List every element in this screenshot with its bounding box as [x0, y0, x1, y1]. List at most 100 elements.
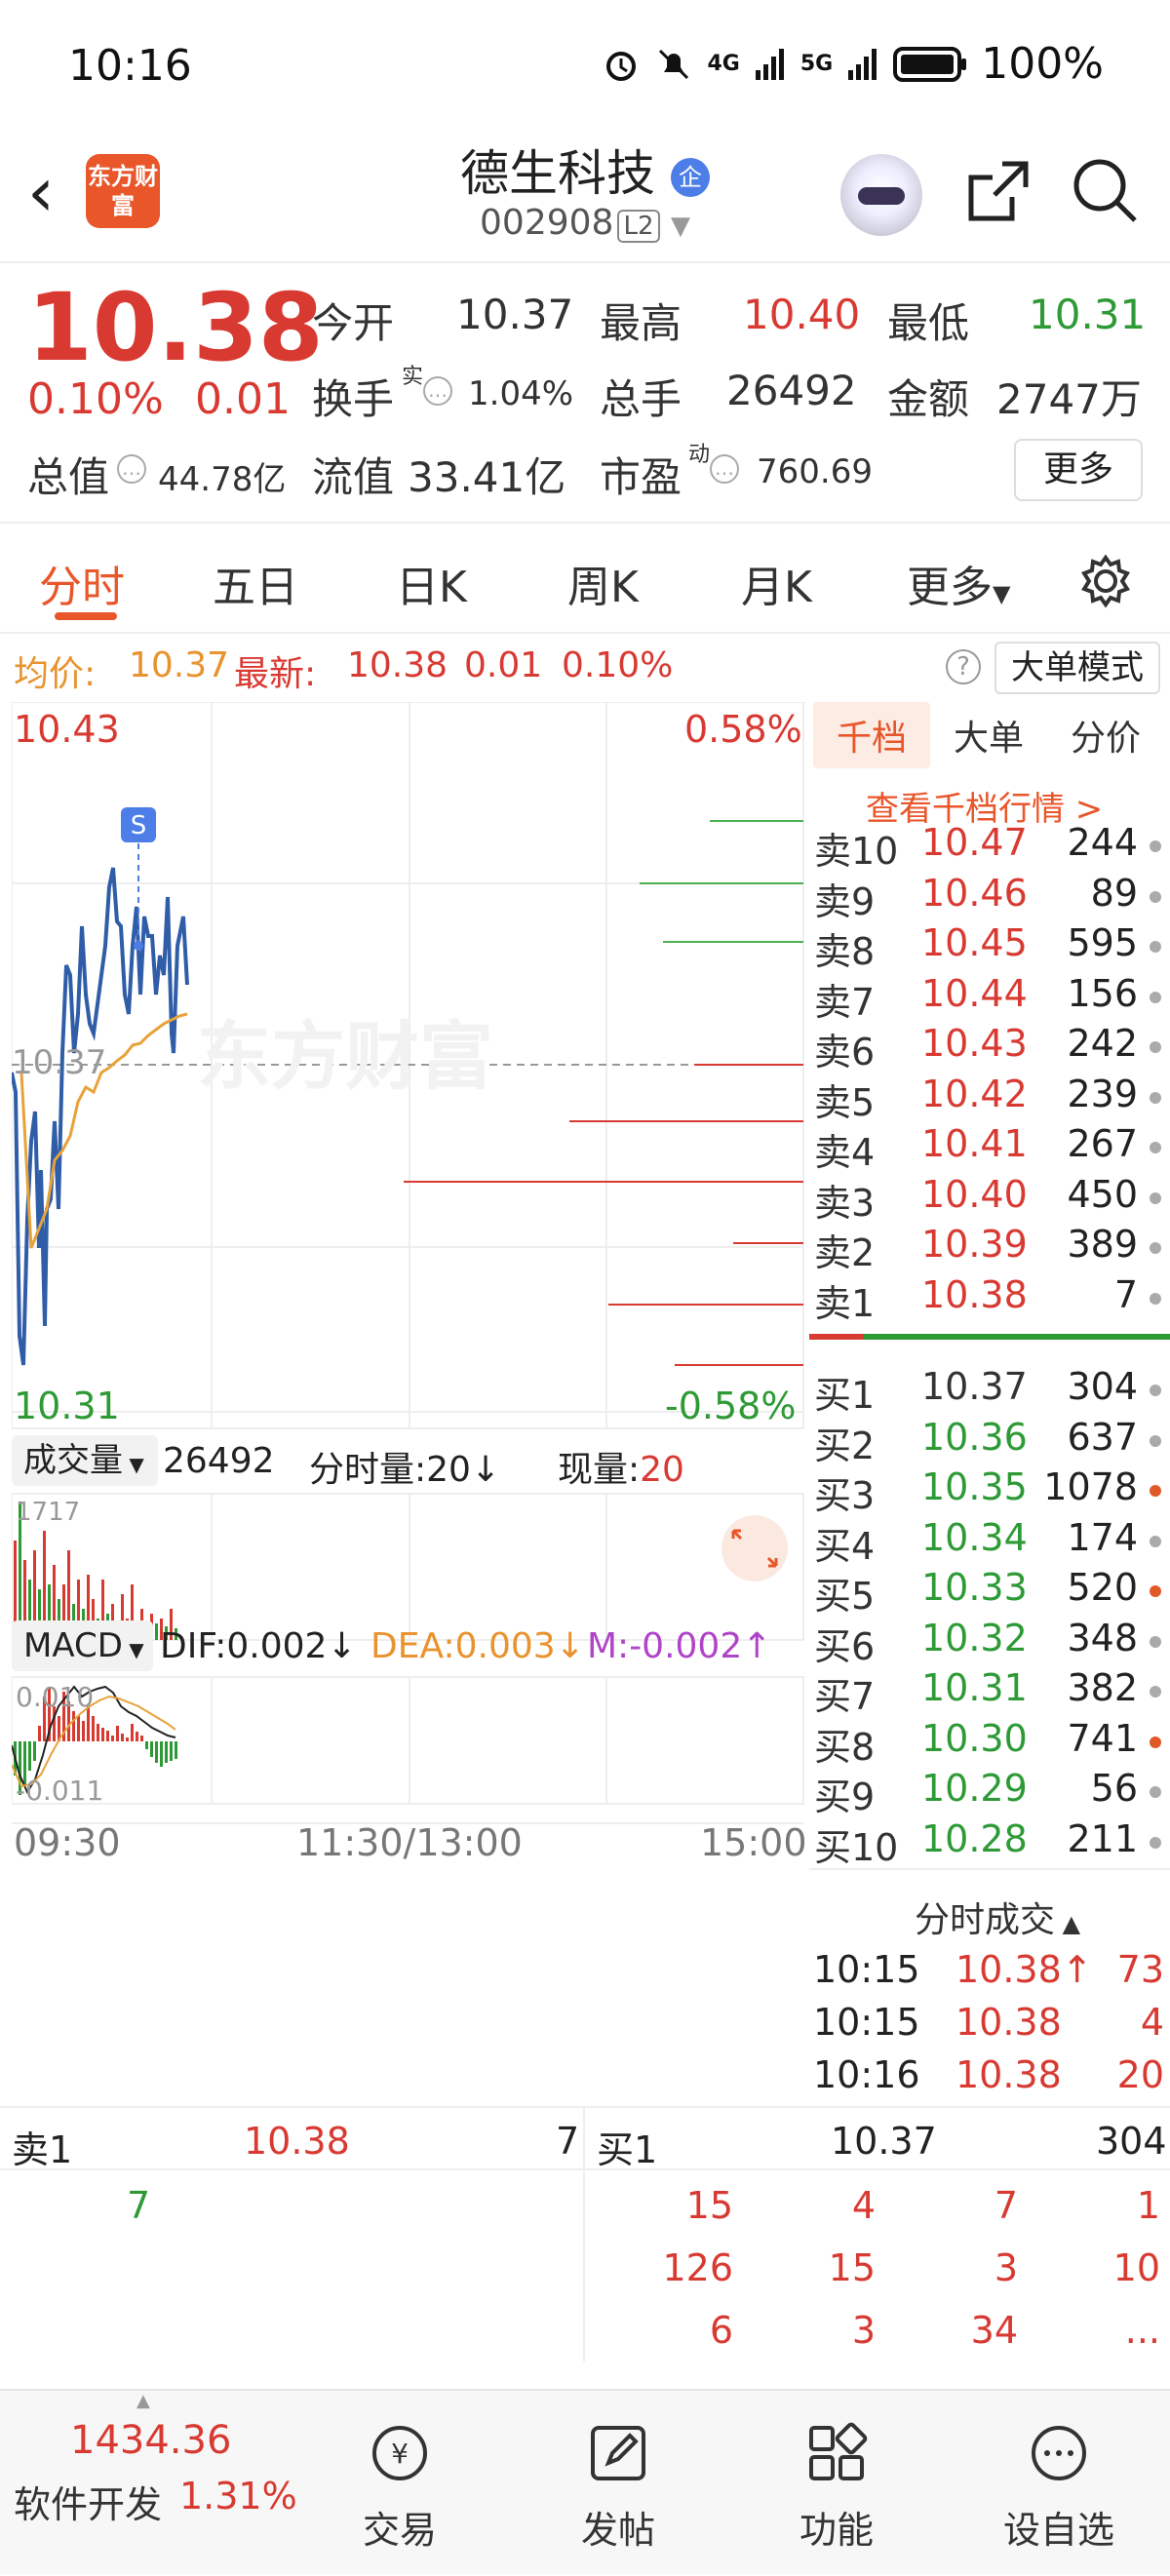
level-name: 卖1 — [814, 1281, 876, 1325]
ticks-header[interactable]: 分时成交 ▲ — [915, 1892, 1080, 1942]
last-value: 10.38 — [347, 645, 448, 685]
current-volume: 现量:20 — [558, 1441, 684, 1492]
current-price: 10.38 — [27, 273, 324, 382]
ask-row[interactable]: 卖9 10.46 89 — [814, 872, 1165, 923]
back-button[interactable]: ‹ — [27, 152, 55, 232]
nav-functions[interactable]: 功能 — [759, 2420, 915, 2554]
help-icon[interactable]: ? — [946, 649, 981, 684]
app-logo[interactable]: 东方财富 — [86, 154, 160, 228]
tab-five-day[interactable]: 五日 — [213, 563, 298, 612]
info-icon-3[interactable]: … — [710, 454, 739, 484]
bid-row[interactable]: 买10 10.28 211 — [814, 1817, 1165, 1869]
dea-label: DEA:0.003 — [370, 1626, 556, 1666]
amount-value: 2747万 — [996, 375, 1142, 423]
intraday-chart-area[interactable]: 东方财富 S — [10, 701, 807, 2116]
expand-icon[interactable] — [722, 1515, 788, 1581]
bid-row[interactable]: 买2 10.36 637 — [814, 1416, 1165, 1467]
level-volume: 156 — [1067, 971, 1138, 1015]
big-order-dot — [1150, 1385, 1161, 1396]
level-volume: 389 — [1067, 1223, 1138, 1266]
search-icon[interactable] — [1069, 154, 1141, 226]
ask-row[interactable]: 卖8 10.45 595 — [814, 921, 1165, 973]
ask-row[interactable]: 卖5 10.42 239 — [814, 1073, 1165, 1124]
big-order-mode-button[interactable]: 大单模式 — [994, 642, 1160, 694]
arrow-down-icon: ↓ — [470, 1450, 501, 1490]
bid-row[interactable]: 买7 10.31 382 — [814, 1666, 1165, 1718]
average-line — [20, 1012, 188, 1249]
bid-row[interactable]: 买1 10.37 304 — [814, 1365, 1165, 1417]
ask-row[interactable]: 卖7 10.44 156 — [814, 971, 1165, 1024]
bid-row[interactable]: 买5 10.33 520 — [814, 1566, 1165, 1618]
m-label: M:-0.002 — [587, 1626, 743, 1666]
dif-label: DIF:0.002 — [160, 1626, 328, 1666]
info-icon[interactable]: … — [423, 376, 452, 406]
svg-text:¥: ¥ — [391, 2438, 409, 2470]
bid-row[interactable]: 买6 10.32 348 — [814, 1617, 1165, 1668]
ask-row[interactable]: 卖10 10.47 244 — [814, 821, 1165, 873]
tick-time: 10:16 — [813, 2053, 920, 2096]
big-order-dot — [1150, 1242, 1161, 1254]
last-label: 最新: — [234, 654, 317, 694]
bid-queue-item: 6 — [709, 2309, 733, 2352]
level-price: 10.35 — [921, 1465, 1028, 1508]
stock-code-line[interactable]: 002908 L2 ▼ — [0, 203, 1170, 243]
assistant-robot-icon[interactable] — [840, 154, 922, 236]
avg-label: 均价: — [14, 654, 97, 694]
tab-intraday[interactable]: 分时 — [39, 563, 125, 612]
nav-add-watchlist-label: 设自选 — [1002, 2509, 1114, 2552]
tab-big-order[interactable]: 大单 — [954, 719, 1025, 759]
macd-indicator-label: MACD — [23, 1626, 123, 1665]
ask-row[interactable]: 卖2 10.39 389 — [814, 1223, 1165, 1274]
bid-row[interactable]: 买8 10.30 741 — [814, 1716, 1165, 1769]
tab-more[interactable]: 更多▼ — [907, 552, 1010, 614]
nav-trade[interactable]: ¥ 交易 — [322, 2420, 478, 2554]
gear-icon[interactable] — [1078, 554, 1133, 608]
info-icon-2[interactable]: … — [117, 454, 146, 484]
sector-index[interactable]: ▲ 1434.36 软件开发 1.31% — [0, 2391, 297, 2576]
bottom-nav: ▲ 1434.36 软件开发 1.31% ¥ 交易 发帖 功能 设自选 — [0, 2389, 1170, 2574]
bid-row[interactable]: 买9 10.29 56 — [814, 1767, 1165, 1818]
volume-indicator-select[interactable]: 成交量 ▼ — [12, 1435, 158, 1486]
ask-row[interactable]: 卖1 10.38 7 — [814, 1272, 1165, 1325]
level-price: 10.40 — [921, 1172, 1028, 1216]
big-order-dot — [1150, 1091, 1161, 1104]
tab-weekly-k[interactable]: 周K — [567, 563, 639, 612]
ask-row[interactable]: 卖3 10.40 450 — [814, 1172, 1165, 1225]
tab-underline — [55, 612, 117, 620]
tab-monthly-k[interactable]: 月K — [741, 563, 812, 612]
stock-title: 德生科技 企 — [0, 135, 1170, 205]
big-order-dot — [1150, 941, 1161, 953]
big-order-dot — [1150, 1686, 1161, 1698]
tab-daily-k[interactable]: 日K — [396, 563, 467, 612]
tab-thousand-level[interactable]: 千档 — [837, 719, 908, 759]
bid1-price: 10.37 — [831, 2120, 937, 2163]
level-price: 10.38 — [921, 1272, 1028, 1316]
current-volume-label: 现量: — [558, 1450, 641, 1490]
network-4g-label: 4G — [707, 52, 740, 76]
bid-queue-item: 34 — [970, 2309, 1018, 2352]
grid-icon — [809, 2422, 868, 2480]
ask-row[interactable]: 卖4 10.41 267 — [814, 1122, 1165, 1174]
level-volume: 741 — [1067, 1716, 1138, 1760]
pe-value: 760.69 — [757, 452, 873, 491]
nav-post[interactable]: 发帖 — [540, 2420, 696, 2554]
price-line — [10, 867, 189, 1366]
volume-indicator-label: 成交量 — [23, 1441, 123, 1480]
more-button[interactable]: 更多 — [1014, 439, 1143, 501]
nav-functions-label: 功能 — [799, 2509, 874, 2552]
ask-row[interactable]: 卖6 10.43 242 — [814, 1022, 1165, 1073]
stock-code: 002908 — [480, 203, 614, 243]
watermark: 东方财富 — [197, 1013, 493, 1100]
macd-indicator-select[interactable]: MACD ▼ — [12, 1620, 153, 1671]
tab-price-split[interactable]: 分价 — [1071, 719, 1142, 759]
sell-signal-marker[interactable] — [121, 807, 156, 842]
level-name: 卖4 — [814, 1131, 876, 1174]
nav-add-watchlist[interactable]: 设自选 — [981, 2420, 1137, 2554]
stock-name: 德生科技 — [460, 145, 656, 202]
level1-queue-panel: 卖1 10.38 7 7 买1 10.37 304 15 4 7 1 126 15 3 10 6… — [0, 2106, 1170, 2361]
bid-row[interactable]: 买3 10.35 1078 — [814, 1465, 1165, 1517]
bid-row[interactable]: 买4 10.34 174 — [814, 1516, 1165, 1568]
share-icon[interactable] — [963, 158, 1032, 226]
view-depth-link[interactable]: 查看千档行情 > — [866, 790, 1104, 829]
app-logo-text: 东方财富 — [88, 163, 158, 219]
